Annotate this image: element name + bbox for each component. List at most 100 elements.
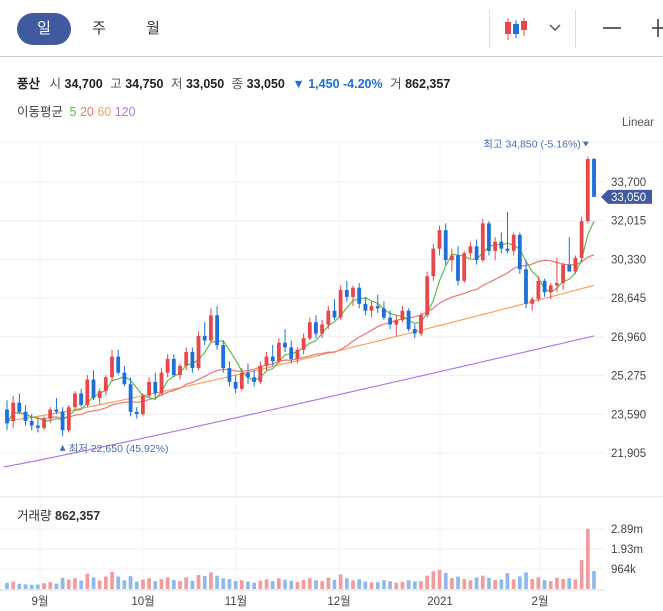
candle-body (456, 255, 460, 281)
candle-body (400, 310, 405, 320)
candle-body (221, 345, 226, 369)
min-marker-icon (59, 444, 66, 451)
volume-bar (73, 578, 77, 589)
price-tick-label: 30,330 (611, 254, 646, 266)
candle-body (505, 248, 510, 251)
volume-bar (239, 580, 244, 589)
ma60-line (6, 284, 595, 422)
candle-body (548, 285, 553, 293)
ma20-legend: 20 (79, 105, 94, 119)
candle-body (499, 241, 504, 249)
tab-week[interactable]: 주 (92, 20, 106, 37)
volume-bar (437, 569, 442, 589)
candle-body (320, 324, 324, 334)
volume-bar (326, 577, 331, 589)
current-price-tag (601, 189, 652, 204)
open-label: 시 (49, 77, 62, 91)
volume-bar (375, 582, 380, 589)
volume-bar (555, 577, 559, 589)
ma120-line (3, 335, 595, 468)
tab-month[interactable]: 월 (146, 20, 160, 37)
candle-body (480, 223, 485, 261)
candle-body (493, 241, 497, 251)
candle-body (425, 276, 430, 316)
zoom-out-icon[interactable] (602, 18, 622, 38)
volume-bar (332, 579, 337, 589)
volume-bar (122, 580, 127, 589)
candle-body (85, 379, 90, 405)
candle-body (196, 335, 201, 369)
volume-bar (586, 528, 590, 589)
candle-body (165, 358, 170, 373)
volume-bar (264, 579, 269, 589)
candle-body (406, 310, 411, 330)
candle-body (474, 246, 479, 261)
candle-body (264, 356, 269, 366)
scale-selector[interactable]: Linear (622, 117, 654, 129)
volume-bar (159, 579, 164, 589)
volume-bar (388, 581, 392, 589)
volume-bar (505, 573, 510, 589)
candle-body (592, 159, 596, 197)
candle-body (110, 356, 114, 378)
max-marker-icon (582, 141, 589, 147)
volume-bar (196, 574, 201, 589)
volume-bar (66, 579, 71, 589)
candle-body (60, 411, 65, 431)
volume-pane-title: 거래량 862,357 (17, 505, 100, 524)
candle-body (536, 280, 541, 300)
candle-body (431, 248, 436, 277)
volume-bar (54, 583, 59, 589)
candle-body (307, 322, 312, 339)
candle-body (48, 409, 53, 419)
candle-body (462, 253, 467, 281)
ma20-line (6, 254, 595, 424)
stock-name: 풍산 (17, 77, 41, 91)
candle-body (443, 230, 448, 261)
candle-body (555, 283, 559, 286)
volume-bar (493, 580, 497, 589)
toolbar-divider (575, 10, 576, 48)
candle-body (23, 411, 28, 421)
candle-body (258, 365, 263, 382)
volume-tick-label: 1.93m (611, 544, 643, 556)
ma60-legend: 60 (97, 105, 112, 119)
price-tick-label: 33,700 (611, 177, 646, 189)
candle-body (66, 407, 71, 431)
volume-bar (406, 580, 411, 589)
candle-body (363, 303, 368, 311)
chart-type-select[interactable] (500, 14, 570, 44)
volume-tick-label: 964k (611, 564, 636, 576)
candle-body (326, 310, 331, 325)
toolbar-divider (489, 10, 490, 48)
candle-body (128, 384, 133, 412)
volume-bar (227, 579, 232, 589)
high-label: 고 (110, 77, 122, 91)
tab-day[interactable]: 일 (17, 13, 71, 45)
volume-bar (141, 579, 145, 589)
candle-body (141, 395, 145, 415)
volume-bar (215, 575, 219, 589)
moving-average-legend[interactable]: 이동평균 5 20 60 120 (17, 101, 136, 120)
volume-tick-label: 2.89m (611, 524, 643, 536)
volume-bar (270, 581, 275, 589)
volume-bar (233, 581, 238, 589)
price-tick-label: 25,275 (611, 371, 646, 383)
zoom-in-icon[interactable] (650, 18, 663, 38)
volume-bar (345, 578, 349, 589)
time-tick-label: 11월 (225, 595, 248, 608)
candle-body (283, 342, 287, 348)
candle-body (295, 349, 300, 359)
high-value: 34,750 (125, 77, 164, 91)
volume-value: 862,357 (405, 77, 451, 91)
candle-body (54, 409, 59, 412)
ma5-line (6, 221, 595, 424)
candle-body (227, 368, 232, 382)
candle-body (190, 352, 195, 369)
max-price-annotation: 최고 34,850 (-5.16%) (483, 139, 581, 151)
volume-bar (110, 572, 114, 589)
volume-bar (252, 582, 256, 589)
candle-body (344, 290, 349, 297)
volume-bar (468, 580, 473, 589)
candle-body (233, 381, 238, 389)
